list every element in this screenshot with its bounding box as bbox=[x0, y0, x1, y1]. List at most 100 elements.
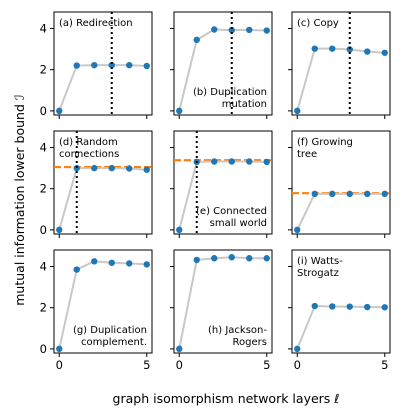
data-point bbox=[143, 62, 150, 70]
panel-title: (c) Copy bbox=[296, 18, 340, 29]
data-point bbox=[263, 27, 270, 34]
x-tick-label: 5 bbox=[143, 358, 150, 372]
panel-title-line: (d) Random bbox=[59, 137, 118, 148]
panel-title-line: (a) Redirection bbox=[59, 18, 133, 29]
data-point bbox=[364, 190, 371, 198]
data-point bbox=[108, 259, 115, 266]
y-tick-label: 4 bbox=[40, 21, 47, 35]
panel-title: (i) Watts-Strogatz bbox=[296, 256, 345, 279]
panel-a: 0 2 4 (a) Redirection bbox=[40, 11, 153, 119]
data-point bbox=[263, 158, 270, 166]
data-point bbox=[91, 258, 98, 265]
data-point bbox=[246, 26, 253, 34]
y-tick-label: 2 bbox=[40, 301, 47, 315]
panel-title-line: small world bbox=[210, 218, 267, 229]
x-tick-label: 0 bbox=[176, 358, 183, 372]
data-point bbox=[211, 255, 218, 262]
y-tick-label: 0 bbox=[40, 104, 47, 118]
panel-title: (h) Jackson-Rogers bbox=[207, 325, 269, 348]
series-line bbox=[296, 305, 385, 350]
panel-title-line: Rogers bbox=[233, 337, 267, 348]
panel-title-line: Strogatz bbox=[297, 268, 339, 279]
data-point bbox=[176, 226, 183, 234]
data-point bbox=[176, 107, 183, 115]
panel-title-line: connections bbox=[59, 149, 119, 160]
data-point bbox=[73, 266, 80, 273]
data-point bbox=[126, 61, 133, 69]
panel-title-background bbox=[207, 325, 269, 348]
data-point bbox=[381, 49, 388, 56]
data-point bbox=[228, 26, 235, 34]
data-point bbox=[126, 260, 133, 267]
panel-title-background bbox=[296, 256, 345, 279]
panel-title-line: (c) Copy bbox=[297, 18, 339, 29]
panel-title-line: (e) Connected bbox=[196, 206, 267, 217]
data-point bbox=[346, 190, 353, 198]
data-point bbox=[329, 303, 336, 310]
x-tick-label: 0 bbox=[56, 358, 63, 372]
panel-c: (c) Copy bbox=[288, 11, 391, 119]
data-point bbox=[143, 261, 150, 268]
panel-title-line: tree bbox=[297, 149, 317, 160]
data-point bbox=[126, 165, 133, 172]
data-point bbox=[73, 164, 80, 172]
data-point bbox=[91, 61, 98, 69]
x-axis-label: graph isomorphism network layers ℓ bbox=[113, 391, 340, 406]
data-point bbox=[294, 226, 301, 234]
panel-h: 0 5 (h) Jackson-Rogers bbox=[170, 249, 273, 372]
panel-title-background bbox=[191, 87, 268, 110]
data-point bbox=[294, 345, 301, 353]
data-point bbox=[228, 254, 235, 261]
data-point bbox=[108, 61, 115, 69]
panel-title-line: mutation bbox=[222, 99, 267, 110]
series-line bbox=[296, 192, 385, 231]
data-point bbox=[311, 45, 318, 52]
data-point bbox=[246, 255, 253, 262]
y-tick-label: 4 bbox=[40, 259, 47, 273]
panel-title-background bbox=[296, 137, 354, 160]
data-point bbox=[381, 190, 388, 198]
y-tick-label: 2 bbox=[40, 182, 47, 196]
data-point bbox=[294, 107, 301, 115]
series-line bbox=[58, 64, 147, 112]
panel-title-line: (h) Jackson- bbox=[208, 325, 267, 336]
data-point bbox=[56, 345, 63, 353]
x-tick-label: 0 bbox=[294, 358, 301, 372]
data-point bbox=[329, 190, 336, 198]
panel-i: 0 5 (i) Watts-Strogatz bbox=[288, 249, 391, 372]
data-point bbox=[346, 303, 353, 310]
data-point bbox=[143, 166, 150, 173]
data-point bbox=[211, 158, 218, 165]
panel-title-line: (b) Duplication bbox=[193, 87, 267, 98]
panel-title-background bbox=[58, 18, 134, 29]
y-axis-label: mutual information lower bound ℐ bbox=[12, 94, 27, 306]
panel-frame bbox=[53, 130, 153, 235]
data-point bbox=[193, 256, 200, 264]
panel-title-background bbox=[71, 325, 148, 348]
data-point bbox=[311, 302, 318, 310]
panel-title-line: complement. bbox=[81, 337, 147, 348]
panel-frame bbox=[291, 249, 391, 354]
panel-frame bbox=[53, 249, 153, 354]
x-tick-label: 5 bbox=[263, 358, 270, 372]
panel-title-line: (f) Growing bbox=[297, 137, 353, 148]
panel-frame bbox=[291, 11, 391, 116]
y-tick-label: 0 bbox=[40, 223, 47, 237]
data-point bbox=[56, 226, 63, 234]
y-tick-label: 2 bbox=[40, 63, 47, 77]
data-point bbox=[176, 345, 183, 353]
data-point bbox=[108, 164, 115, 172]
panel-title-line: (i) Watts- bbox=[297, 256, 343, 267]
data-point bbox=[346, 46, 353, 53]
panel-frame bbox=[173, 249, 273, 354]
